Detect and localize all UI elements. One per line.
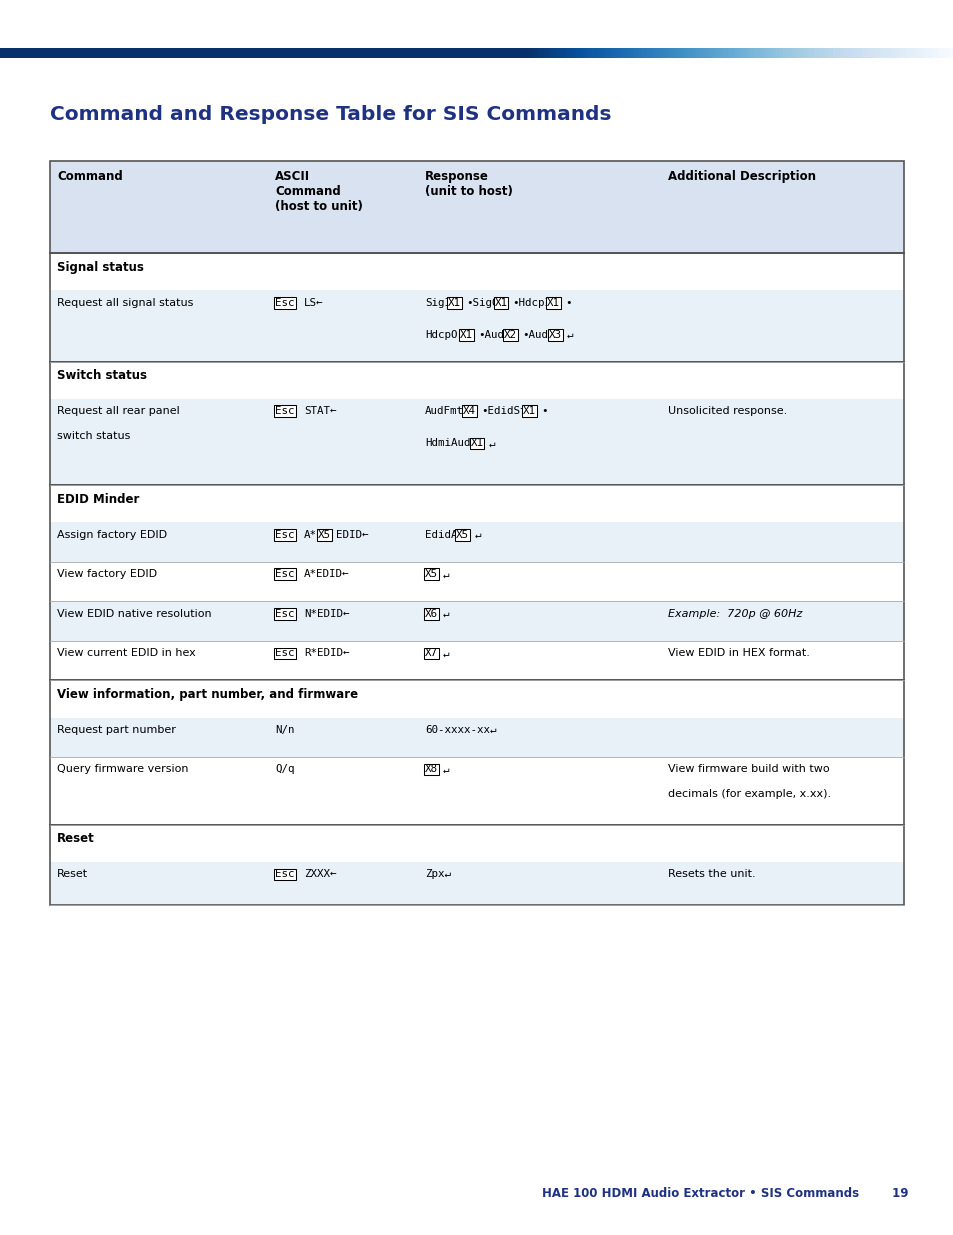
Text: •HdcpI: •HdcpI xyxy=(512,298,551,308)
Text: Esc: Esc xyxy=(274,648,294,658)
Text: EDID Minder: EDID Minder xyxy=(57,493,139,506)
Text: Resets the unit.: Resets the unit. xyxy=(668,869,755,879)
Text: ↵: ↵ xyxy=(442,648,449,658)
Text: ASCII
Command
(host to unit): ASCII Command (host to unit) xyxy=(274,170,363,214)
Text: •: • xyxy=(564,298,571,308)
Text: View firmware build with two: View firmware build with two xyxy=(668,764,829,774)
Text: X7: X7 xyxy=(424,648,437,658)
Text: LS←: LS← xyxy=(303,298,323,308)
Text: X4: X4 xyxy=(462,406,476,416)
Text: STAT←: STAT← xyxy=(303,406,336,416)
Bar xyxy=(50,825,903,862)
Text: Zpx↵: Zpx↵ xyxy=(424,869,451,879)
Text: X5: X5 xyxy=(424,569,437,579)
Text: SigI: SigI xyxy=(424,298,451,308)
Text: Command and Response Table for SIS Commands: Command and Response Table for SIS Comma… xyxy=(50,105,611,124)
Text: Esc: Esc xyxy=(274,569,294,579)
Bar xyxy=(50,757,903,825)
Text: View current EDID in hex: View current EDID in hex xyxy=(57,648,195,658)
Bar xyxy=(50,641,903,680)
Bar xyxy=(50,680,903,718)
Text: ↵: ↵ xyxy=(442,569,449,579)
Text: X6: X6 xyxy=(424,609,437,619)
Text: ↵: ↵ xyxy=(442,609,449,619)
Text: Signal status: Signal status xyxy=(57,261,144,274)
Text: Reset: Reset xyxy=(57,869,89,879)
Text: •: • xyxy=(540,406,547,416)
Bar xyxy=(50,362,903,399)
Text: X1: X1 xyxy=(470,438,483,448)
Text: Reset: Reset xyxy=(57,832,95,846)
Text: decimals (for example, x.xx).: decimals (for example, x.xx). xyxy=(668,789,831,799)
Text: X3: X3 xyxy=(548,330,561,340)
Text: •AudI: •AudI xyxy=(477,330,510,340)
Text: Example:  720p @ 60Hz: Example: 720p @ 60Hz xyxy=(668,609,801,619)
Text: X2: X2 xyxy=(503,330,517,340)
Text: View EDID native resolution: View EDID native resolution xyxy=(57,609,212,619)
Bar xyxy=(50,399,903,485)
Text: HdcpO: HdcpO xyxy=(424,330,456,340)
Text: View factory EDID: View factory EDID xyxy=(57,569,157,579)
Text: EdidA: EdidA xyxy=(424,530,456,540)
Text: HAE 100 HDMI Audio Extractor • SIS Commands        19: HAE 100 HDMI Audio Extractor • SIS Comma… xyxy=(541,1187,907,1200)
Text: ↵: ↵ xyxy=(442,764,449,774)
Bar xyxy=(50,161,903,253)
Text: Esc: Esc xyxy=(274,406,294,416)
Text: Command: Command xyxy=(57,170,123,184)
Text: X5: X5 xyxy=(317,530,331,540)
Text: Response
(unit to host): Response (unit to host) xyxy=(424,170,512,199)
Text: •SigO: •SigO xyxy=(465,298,497,308)
Text: •AudO: •AudO xyxy=(521,330,554,340)
Text: Switch status: Switch status xyxy=(57,369,147,383)
Text: X5: X5 xyxy=(456,530,469,540)
Bar xyxy=(50,290,903,362)
Text: X1: X1 xyxy=(546,298,559,308)
Text: •EdidStr: •EdidStr xyxy=(480,406,533,416)
Text: ↵: ↵ xyxy=(566,330,573,340)
Text: X1: X1 xyxy=(494,298,507,308)
Bar xyxy=(50,522,903,562)
Bar xyxy=(50,161,903,905)
Text: Esc: Esc xyxy=(274,609,294,619)
Text: switch status: switch status xyxy=(57,431,131,441)
Text: ZXXX←: ZXXX← xyxy=(303,869,336,879)
Text: Additional Description: Additional Description xyxy=(668,170,816,184)
Text: HdmiAud: HdmiAud xyxy=(424,438,470,448)
Bar xyxy=(50,862,903,905)
Text: View EDID in HEX format.: View EDID in HEX format. xyxy=(668,648,809,658)
Text: Q/q: Q/q xyxy=(274,764,294,774)
Text: Assign factory EDID: Assign factory EDID xyxy=(57,530,167,540)
Text: View information, part number, and firmware: View information, part number, and firmw… xyxy=(57,688,358,701)
Text: X1: X1 xyxy=(447,298,460,308)
Text: ↵: ↵ xyxy=(474,530,480,540)
Text: X1: X1 xyxy=(522,406,536,416)
Text: Query firmware version: Query firmware version xyxy=(57,764,189,774)
Text: R*EDID←: R*EDID← xyxy=(303,648,349,658)
Bar xyxy=(50,718,903,757)
Text: Request all signal status: Request all signal status xyxy=(57,298,193,308)
Text: Request all rear panel: Request all rear panel xyxy=(57,406,180,416)
Text: Unsolicited response.: Unsolicited response. xyxy=(668,406,787,416)
Bar xyxy=(50,253,903,290)
Text: Esc: Esc xyxy=(274,298,294,308)
Bar xyxy=(50,562,903,601)
Text: A*EDID←: A*EDID← xyxy=(303,569,349,579)
Text: N*EDID←: N*EDID← xyxy=(303,609,349,619)
Text: ↵: ↵ xyxy=(488,438,495,448)
Text: 60-xxxx-xx↵: 60-xxxx-xx↵ xyxy=(424,725,496,735)
Text: X1: X1 xyxy=(459,330,473,340)
Text: AudFmt: AudFmt xyxy=(424,406,463,416)
Text: Request part number: Request part number xyxy=(57,725,176,735)
Text: Esc: Esc xyxy=(274,530,294,540)
Text: EDID←: EDID← xyxy=(335,530,369,540)
Bar xyxy=(50,601,903,641)
Text: A*: A* xyxy=(303,530,316,540)
Text: X8: X8 xyxy=(424,764,437,774)
Text: Esc: Esc xyxy=(274,869,294,879)
Text: N/n: N/n xyxy=(274,725,294,735)
Bar xyxy=(50,485,903,522)
